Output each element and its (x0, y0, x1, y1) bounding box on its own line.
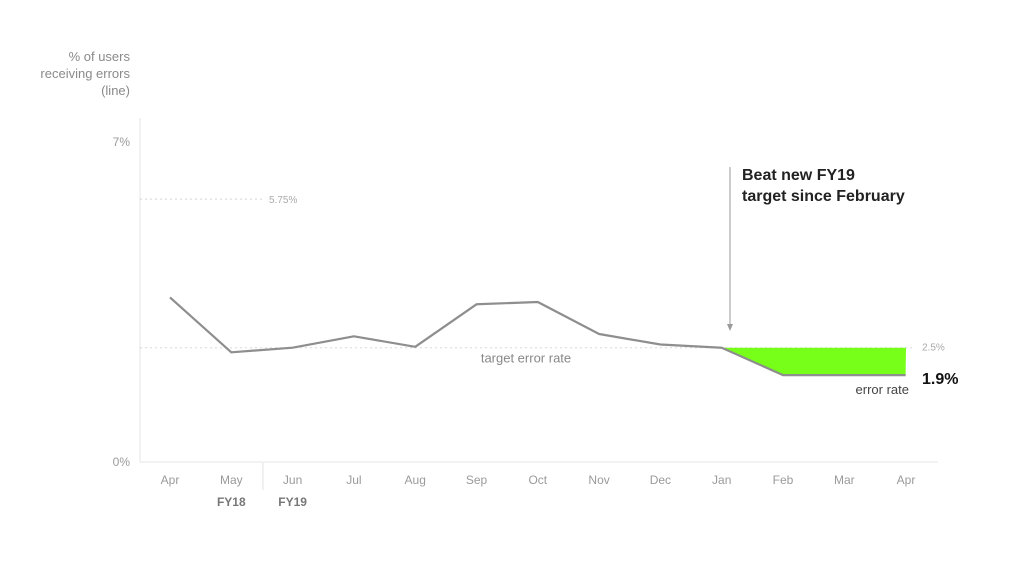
x-tick-label: Apr (897, 473, 916, 487)
x-tick-label: Jun (283, 473, 302, 487)
y-tick-label: 7% (113, 135, 131, 149)
target-value-label: 2.5% (922, 343, 945, 354)
fiscal-year-label: FY19 (278, 495, 307, 509)
annotation-text: target since February (742, 188, 905, 205)
annotation-text: Beat new FY19 (742, 167, 855, 184)
fiscal-year-label: FY18 (217, 495, 246, 509)
x-tick-label: Apr (161, 473, 180, 487)
x-tick-label: Feb (773, 473, 794, 487)
y-axis-label: (line) (101, 83, 130, 98)
x-tick-label: Aug (405, 473, 426, 487)
y-axis-label: receiving errors (40, 66, 130, 81)
x-tick-label: Mar (834, 473, 855, 487)
annotation-arrow-head (727, 324, 733, 331)
x-tick-label: Dec (650, 473, 671, 487)
x-tick-label: May (220, 473, 243, 487)
x-tick-label: Oct (528, 473, 547, 487)
x-tick-label: Jul (346, 473, 361, 487)
beat-target-area (721, 347, 906, 376)
error-rate-line (169, 296, 906, 377)
x-tick-label: Sep (466, 473, 488, 487)
current-value-label: 1.9% (922, 371, 958, 388)
y-axis-label: % of users (69, 49, 131, 64)
y-tick-label: 0% (113, 455, 131, 469)
target-line-label: target error rate (481, 351, 571, 366)
x-tick-label: Nov (588, 473, 609, 487)
x-tick-label: Jan (712, 473, 731, 487)
error-rate-label: error rate (856, 382, 909, 397)
reference-label-5-75: 5.75% (269, 195, 297, 206)
